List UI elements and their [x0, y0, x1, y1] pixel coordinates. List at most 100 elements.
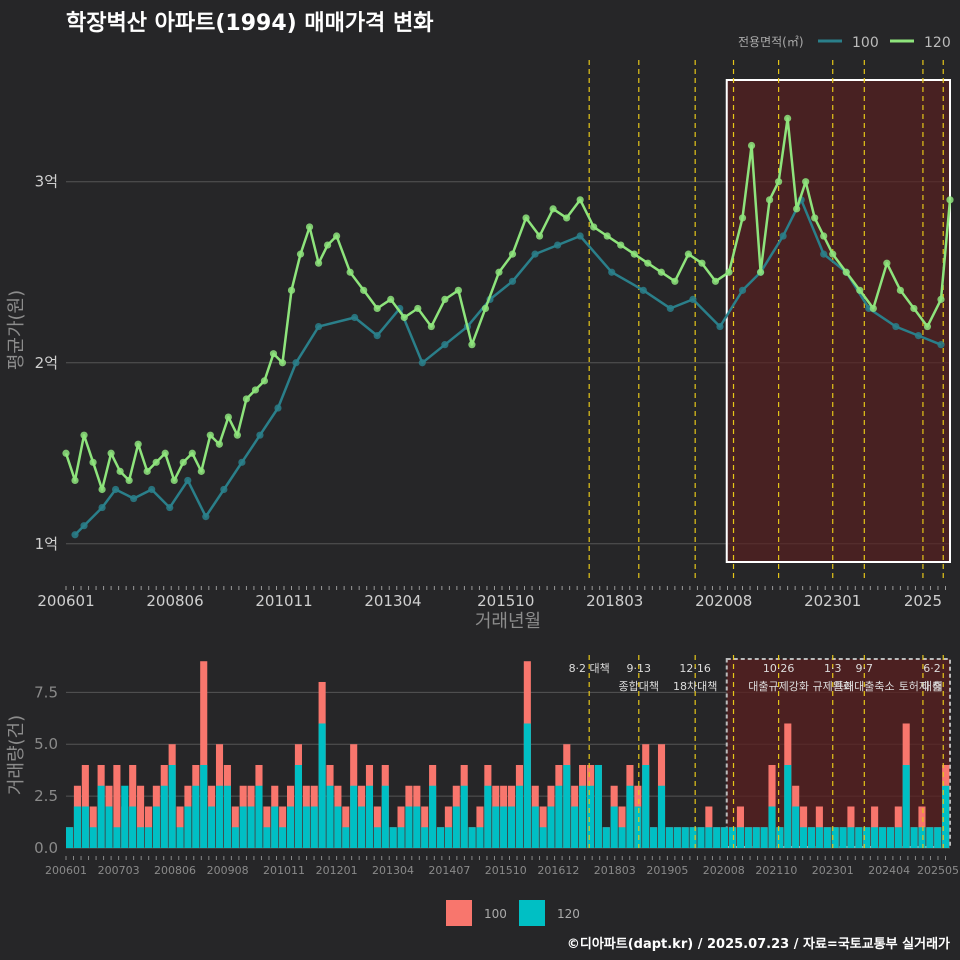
- data-point-120: [802, 178, 810, 186]
- data-point-120: [179, 458, 187, 466]
- data-point-120: [188, 449, 196, 457]
- data-point-120: [657, 268, 665, 276]
- data-point-120: [603, 232, 611, 240]
- legend-bar-label-120: 120: [557, 907, 580, 921]
- bar-120: [287, 806, 295, 848]
- bar-120: [681, 827, 689, 848]
- bar-120: [271, 806, 279, 848]
- highlight-window-bottom: [725, 658, 951, 848]
- y-tick-label-bottom: 7.5: [34, 683, 58, 701]
- bar-120: [239, 806, 247, 848]
- policy-annotation-date: 9·13: [627, 662, 652, 675]
- policy-annotation-label: 대출규제강화: [748, 680, 809, 693]
- bar-120: [279, 827, 287, 848]
- data-point-120: [269, 350, 278, 358]
- bar-120: [500, 806, 508, 848]
- data-point-100: [166, 503, 174, 512]
- bar-120: [610, 806, 618, 848]
- bar-120: [918, 827, 926, 848]
- data-point-120: [820, 232, 828, 240]
- bar-120: [255, 785, 263, 848]
- policy-annotation-label: 토허제 해: [899, 679, 943, 693]
- bar-120: [326, 785, 334, 848]
- data-point-120: [233, 431, 241, 439]
- data-point-120: [224, 413, 232, 421]
- legend-title: 전용면적(㎡): [738, 35, 804, 49]
- x-tick-label-bottom: 201407: [428, 864, 470, 877]
- data-point-120: [360, 286, 368, 294]
- data-point-120: [454, 286, 462, 294]
- bar-120: [429, 785, 437, 848]
- bar-120: [800, 827, 808, 848]
- data-point-120: [260, 377, 269, 385]
- bottom-legend: 100 120: [446, 900, 580, 926]
- bar-120: [579, 785, 587, 848]
- bar-120: [839, 827, 847, 848]
- bar-120: [231, 827, 239, 848]
- legend-swatch-bar-120: [519, 900, 545, 926]
- price-panel: 1억 2억 3억 200601 200806 201011 201304 201510 2018…: [35, 60, 954, 610]
- data-point-120: [671, 277, 679, 285]
- data-point-120: [414, 304, 422, 313]
- y-tick-label-top: 1억: [35, 535, 58, 553]
- x-tick-label-top: 202008: [695, 592, 752, 610]
- y-tick-label-bottom: 0.0: [34, 839, 58, 857]
- bar-120: [373, 827, 381, 848]
- bar-120: [894, 827, 902, 848]
- data-point-120: [793, 205, 801, 213]
- x-tick-label-bottom: 200703: [98, 864, 140, 877]
- data-point-100: [779, 232, 787, 240]
- bar-120: [121, 785, 129, 848]
- data-point-120: [305, 223, 314, 231]
- policy-annotation-label: 종합대책: [619, 680, 659, 693]
- data-point-120: [896, 286, 904, 294]
- data-point-120: [684, 250, 693, 258]
- bar-120: [184, 806, 192, 848]
- y-tick-label-bottom: 5.0: [34, 735, 58, 753]
- bar-120: [744, 827, 752, 848]
- bar-120: [105, 806, 113, 848]
- data-point-120: [170, 476, 178, 485]
- bar-120: [657, 785, 666, 848]
- bar-120: [302, 806, 310, 848]
- x-tick-label-bottom: 201803: [594, 864, 636, 877]
- bar-120: [926, 827, 934, 848]
- bar-120: [350, 785, 358, 848]
- x-tick-label-bottom: 200908: [207, 864, 249, 877]
- data-point-100: [666, 304, 674, 313]
- bar-120: [223, 785, 231, 848]
- x-tick-label-bottom: 201201: [316, 864, 358, 877]
- bar-120: [263, 827, 271, 848]
- y-tick-label-top: 3억: [35, 173, 58, 191]
- legend-swatch-bar-100: [446, 900, 472, 926]
- bar-120: [571, 806, 579, 848]
- bar-120: [89, 827, 97, 848]
- data-point-100: [418, 359, 426, 367]
- data-point-120: [590, 223, 598, 231]
- bar-120: [934, 827, 942, 848]
- x-tick-label-bottom: 201510: [485, 864, 527, 877]
- data-point-120: [107, 449, 115, 457]
- data-point-100: [80, 522, 88, 530]
- data-point-120: [468, 341, 476, 349]
- data-point-120: [910, 304, 918, 313]
- bar-120: [776, 827, 784, 848]
- bar-120: [358, 806, 366, 848]
- data-point-120: [441, 295, 449, 303]
- bar-120: [334, 806, 342, 848]
- bar-120: [413, 806, 421, 848]
- data-point-100: [373, 332, 381, 340]
- data-point-120: [242, 395, 251, 403]
- bar-120: [492, 806, 500, 848]
- bar-120: [460, 785, 468, 848]
- volume-panel: 0.0 2.5 5.0 7.5 200601 200703 200806 200908 2010…: [34, 655, 959, 877]
- data-point-100: [576, 232, 584, 240]
- x-tick-label-bottom: 201612: [537, 864, 579, 877]
- bar-100: [113, 764, 121, 848]
- bar-120: [318, 723, 326, 848]
- data-point-120: [630, 250, 638, 258]
- y-tick-label-top: 2억: [35, 354, 58, 372]
- data-point-100: [937, 341, 945, 349]
- policy-annotation-date: 12·16: [679, 662, 711, 675]
